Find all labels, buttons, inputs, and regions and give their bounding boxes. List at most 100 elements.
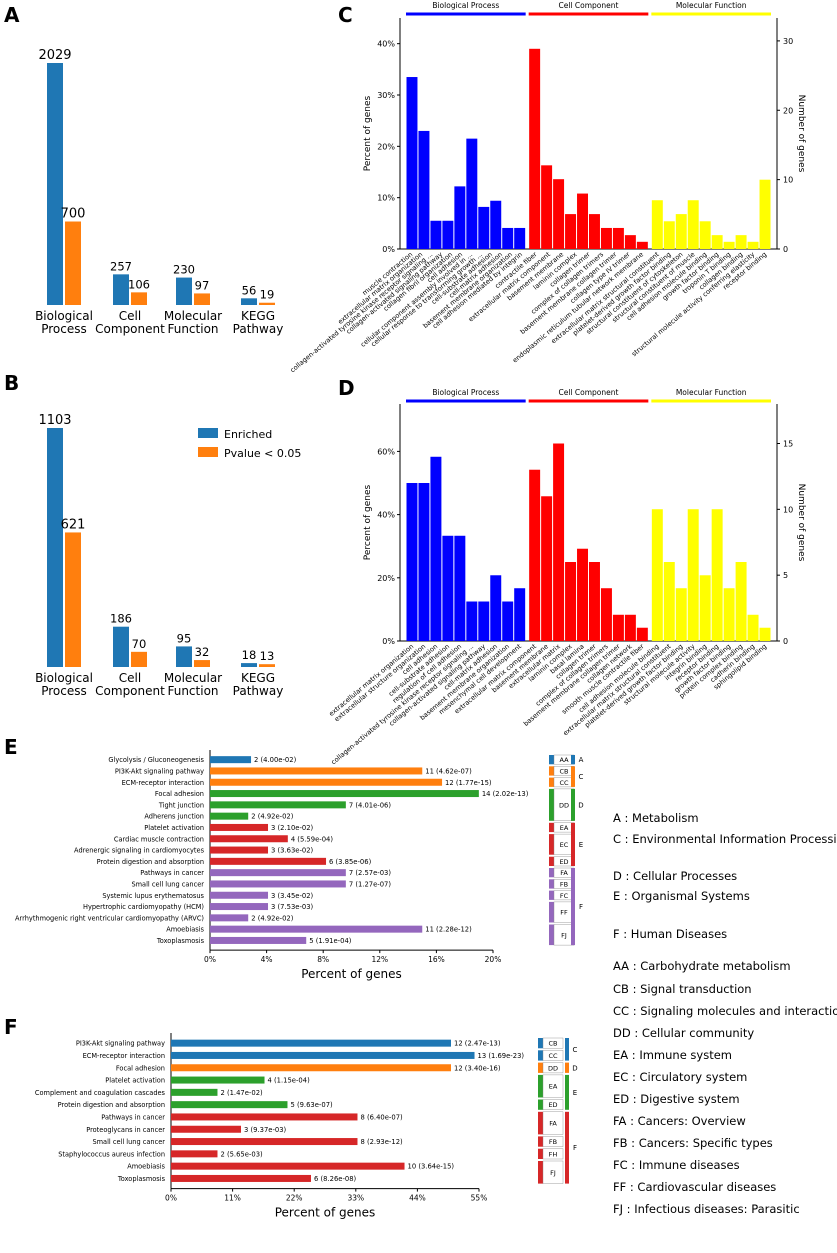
x-tick-label: 55% [471,1194,488,1203]
bar [541,165,553,249]
bar [514,227,526,249]
bar [565,562,577,641]
subcategory-code: FA [549,1120,557,1128]
bar [430,456,442,641]
bar [171,1150,218,1158]
term-label: Proteoglycans in cancer [86,1126,165,1134]
bar [565,214,577,249]
category-code: F [573,1144,577,1152]
subcategory-code: FB [560,880,568,888]
subcategory-code: ED [559,858,568,866]
x-axis-title: Percent of genes [275,1206,376,1220]
subcategory-bar [549,868,554,878]
bar [490,200,502,249]
bar [210,767,423,775]
term-label: Focal adhesion [155,790,204,798]
subcategory-code: CC [559,779,569,787]
legend-swatch-pvalue [198,447,218,457]
bar [699,575,711,641]
value-label: 6 (3.85e-06) [329,858,372,866]
y-tick-label: 0% [382,245,395,254]
term-label: PI3K-Akt signaling pathway [76,1040,165,1048]
y-tick-label: 40% [377,40,395,49]
term-label: Platelet activation [105,1077,165,1085]
term-label: Pathways in cancer [101,1113,165,1121]
kegg-legend-item: FJ : Infectious diseases: Parasitic [613,1202,800,1216]
subcategory-box [542,1136,564,1147]
chart-e: 0% 4% 8% 12% 16% 20% Percent of genes Glycolysi… [15,750,584,981]
kegg-legend-item: C : Environmental Information Processing [613,832,837,846]
subcategory-bar [549,755,554,765]
y2-tick-label: 30 [783,37,793,46]
data-label: 97 [195,278,210,292]
term-label: Small cell lung cancer [131,880,204,888]
subcategory-code: AA [559,756,569,764]
bar [210,756,252,764]
term-label: Focal adhesion [116,1064,165,1072]
bar [210,880,346,888]
y-tick-label: 30% [377,91,395,100]
data-label: 70 [132,637,147,651]
data-label: 106 [128,277,150,291]
bar [502,227,514,249]
y-tick-label: 20% [377,574,395,583]
bar [612,614,624,641]
term-label: Amoebiasis [127,1163,165,1171]
kegg-legend-item: ED : Digestive system [613,1092,740,1106]
subcategory-bar [538,1111,543,1135]
x-tick-label: 12% [371,955,388,964]
data-label: 186 [110,612,132,626]
bar [490,575,502,641]
bar [210,857,327,865]
value-label: 6 (8.26e-08) [314,1175,357,1183]
kegg-legend-item: AA : Carbohydrate metabolism [613,959,791,973]
bar [113,626,129,667]
group-header-label: Cell Component [559,388,619,397]
subcategory-bar [549,777,554,787]
x-tick-label: 11% [224,1194,241,1203]
legend-pvalue-label: Pvalue < 0.05 [224,447,301,460]
term-label: Amoebiasis [166,926,204,934]
bar [171,1051,475,1059]
subcategory-code: EA [560,824,569,832]
subcategory-box [542,1074,564,1098]
bar [210,925,423,933]
category-label: Molecular [164,671,222,685]
bar [651,200,663,249]
category-label: Pathway [233,322,284,336]
subcategory-bar [538,1148,543,1159]
category-label: Function [167,684,218,698]
panel-label-c: C [338,3,353,27]
subcategory-bar [538,1074,543,1098]
bar [624,614,636,641]
data-label: 95 [177,631,192,645]
data-label: 230 [173,263,195,277]
category-code: E [579,841,583,849]
bar [65,532,81,667]
category-bar [565,1062,569,1073]
bar [171,1162,405,1170]
category-label: Molecular [164,309,222,323]
group-header-label: Biological Process [432,388,499,397]
category-label: Pathway [233,684,284,698]
category-label: KEGG [241,309,275,323]
term-label: Adherens junction [144,813,204,821]
x-tick-label: 0% [204,955,216,964]
subcategory-bar [549,901,554,923]
category-label: Process [41,684,87,698]
category-bar [571,868,575,946]
kegg-legend-item: EA : Immune system [613,1048,732,1062]
bar [687,200,699,249]
subcategory-code: FF [560,909,568,917]
subcategory-code: FJ [550,1169,556,1177]
y2-tick-label: 10 [783,505,793,514]
bar [171,1039,451,1047]
value-label: 7 (1.27e-07) [349,880,392,888]
bar [171,1138,358,1146]
category-bar [565,1038,569,1061]
term-label: Toxoplasmosis [156,937,205,945]
term-label: Complement and coagulation cascades [35,1089,166,1097]
y2-axis-title: Number of genes [796,484,806,562]
bar [430,220,442,249]
